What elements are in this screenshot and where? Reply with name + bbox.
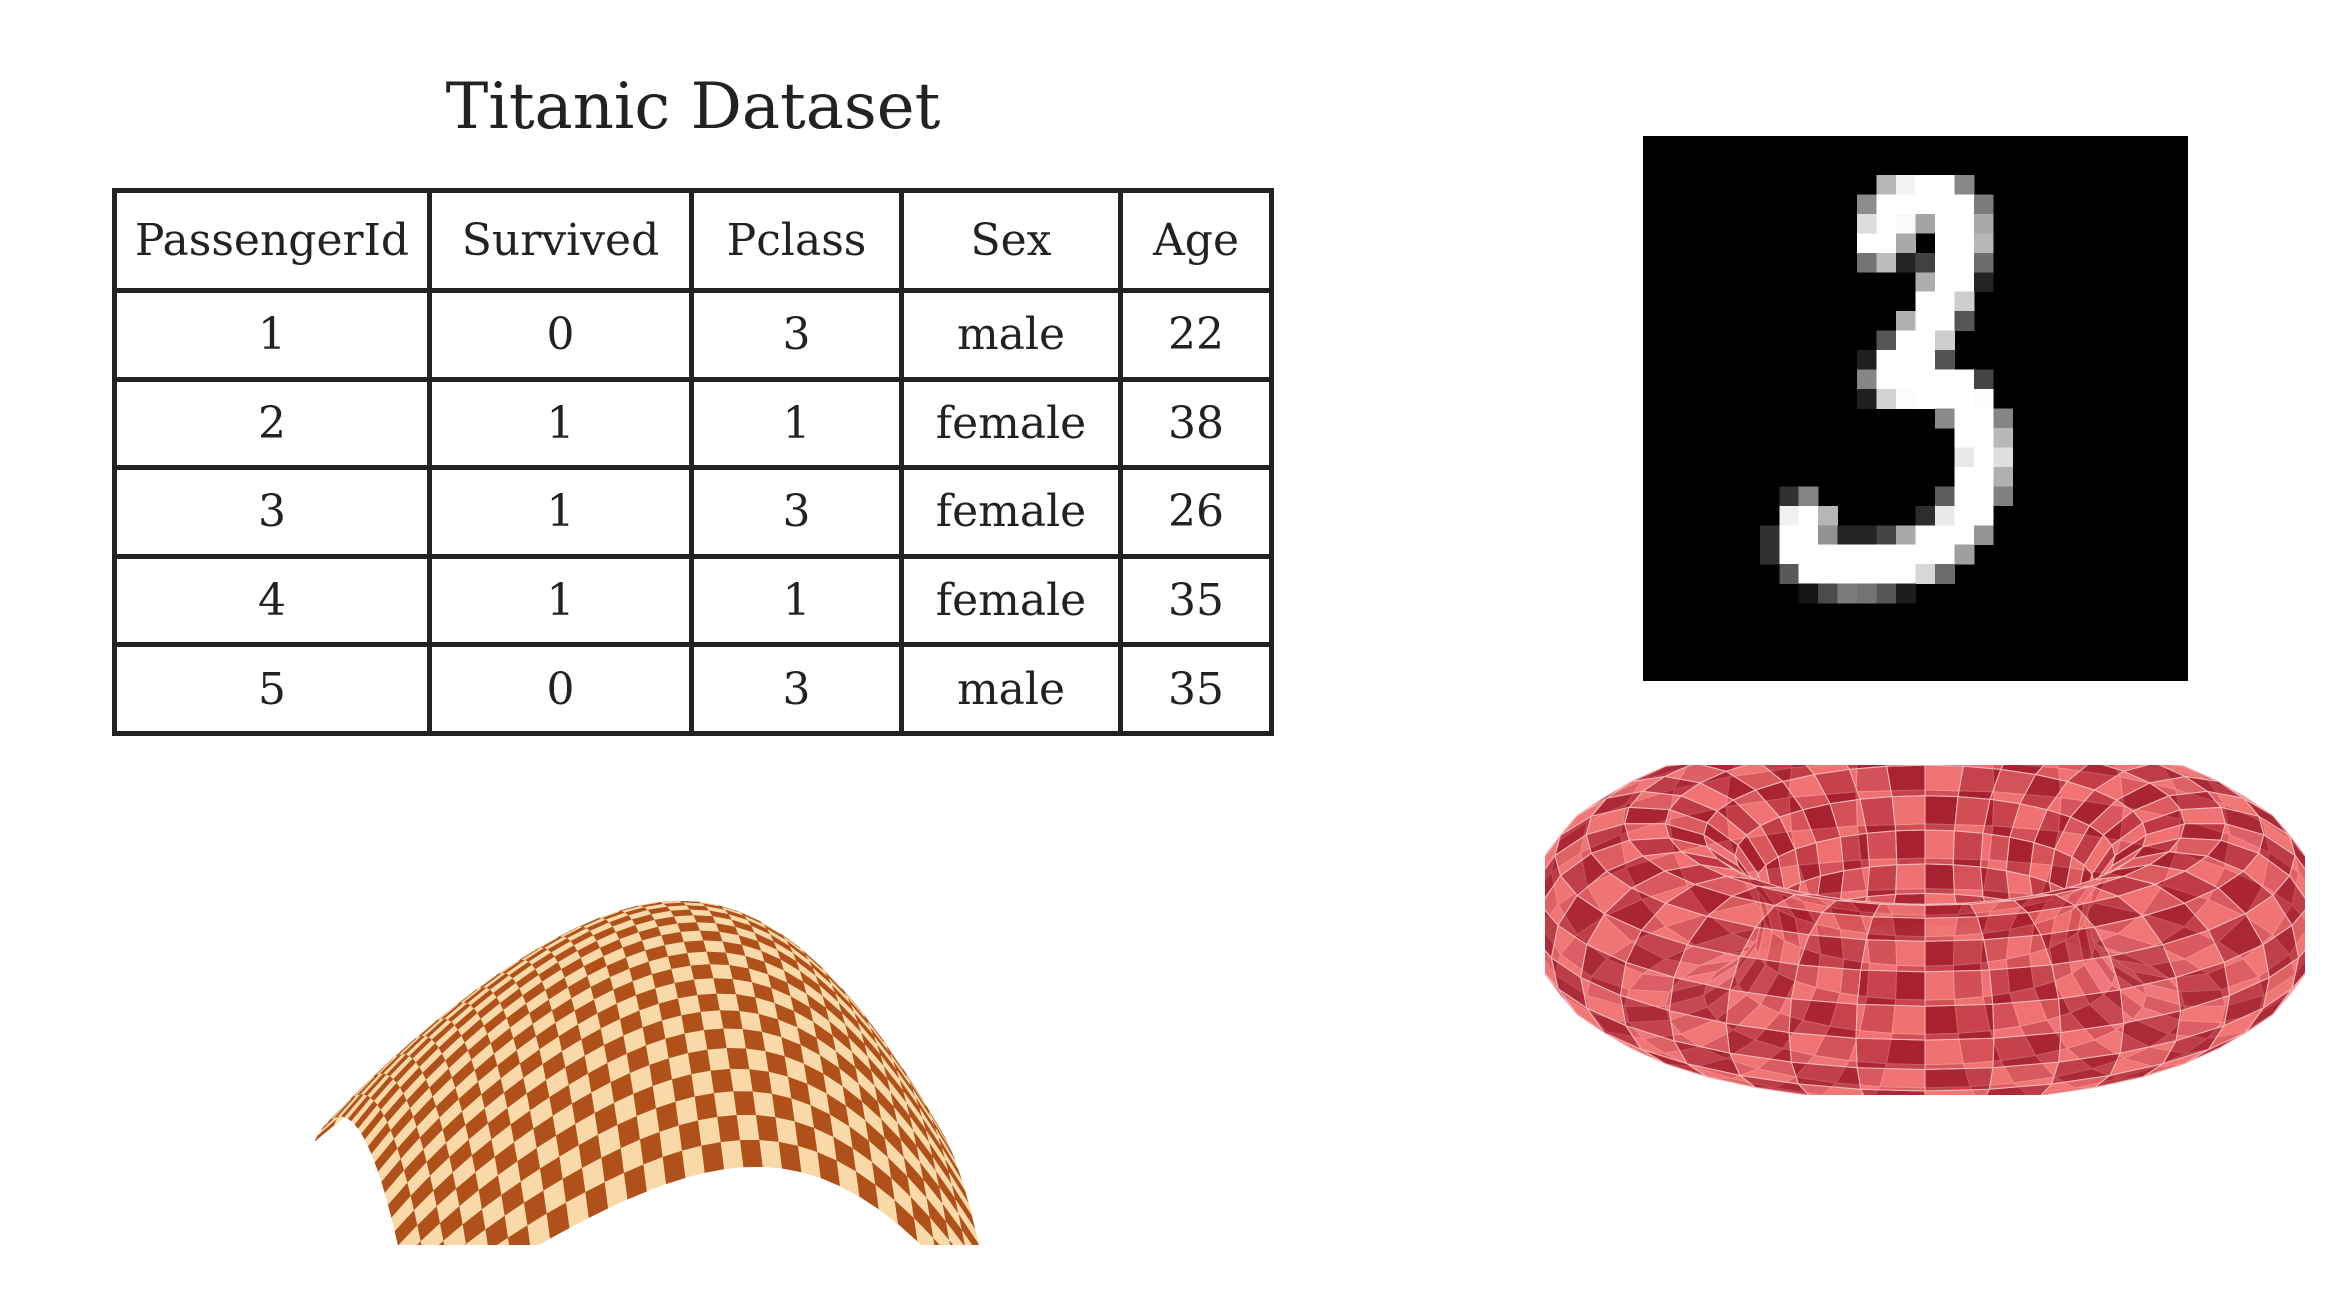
- page-title: Titanic Dataset: [445, 70, 941, 144]
- checkered-saddle-surface: [314, 900, 979, 1245]
- cell-passengerid: 1: [112, 288, 432, 382]
- table-row: 3 1 3 female 26: [112, 465, 1274, 559]
- table-row: 5 0 3 male 35: [112, 642, 1274, 736]
- header-pclass: Pclass: [689, 188, 904, 293]
- cell-age: 35: [1118, 553, 1274, 648]
- header-passengerid: PassengerId: [112, 188, 432, 293]
- table-header-row: PassengerId Survived Pclass Sex Age: [112, 188, 1274, 293]
- cell-survived: 1: [427, 376, 694, 471]
- header-sex: Sex: [899, 188, 1123, 293]
- table-row: 2 1 1 female 38: [112, 376, 1274, 471]
- cell-sex: male: [899, 642, 1123, 736]
- cell-age: 35: [1118, 642, 1274, 736]
- cell-pclass: 3: [689, 642, 904, 736]
- cell-age: 22: [1118, 288, 1274, 382]
- table-row: 4 1 1 female 35: [112, 553, 1274, 648]
- cell-pclass: 3: [689, 465, 904, 559]
- cell-age: 38: [1118, 376, 1274, 471]
- cell-survived: 0: [427, 642, 694, 736]
- cell-age: 26: [1118, 465, 1274, 559]
- cell-sex: female: [899, 465, 1123, 559]
- cell-pclass: 3: [689, 288, 904, 382]
- cell-passengerid: 3: [112, 465, 432, 559]
- cell-survived: 0: [427, 288, 694, 382]
- cell-sex: female: [899, 376, 1123, 471]
- cell-passengerid: 2: [112, 376, 432, 471]
- cell-survived: 1: [427, 553, 694, 648]
- cell-survived: 1: [427, 465, 694, 559]
- header-survived: Survived: [427, 188, 694, 293]
- cell-passengerid: 5: [112, 642, 432, 736]
- cell-pclass: 1: [689, 376, 904, 471]
- cell-pclass: 1: [689, 553, 904, 648]
- cell-sex: female: [899, 553, 1123, 648]
- table-row: 1 0 3 male 22: [112, 288, 1274, 382]
- header-age: Age: [1118, 188, 1274, 293]
- cell-passengerid: 4: [112, 553, 432, 648]
- red-torus: [1545, 765, 2305, 1095]
- mnist-digit-image: [1643, 136, 2188, 681]
- cell-sex: male: [899, 288, 1123, 382]
